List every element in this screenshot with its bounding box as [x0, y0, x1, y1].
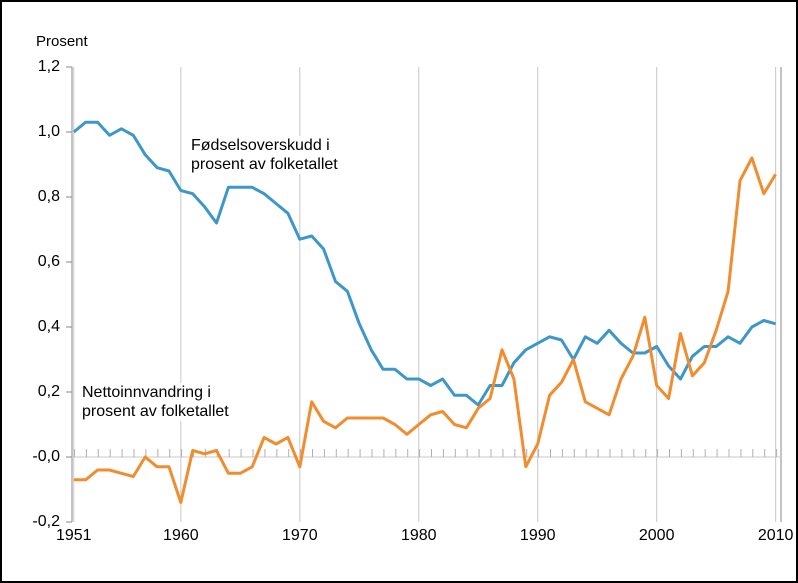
y-tick-label: 1,0: [38, 123, 60, 140]
x-tick-label: 2000: [639, 527, 675, 544]
x-tick-label: 1951: [56, 527, 92, 544]
x-tick-label: 2010: [758, 527, 794, 544]
x-tick-label: 1980: [401, 527, 437, 544]
y-axis-label: Prosent: [36, 33, 89, 50]
x-tick-label: 1970: [282, 527, 318, 544]
series-line: [73, 156, 777, 504]
y-tick-label: 0,6: [38, 253, 60, 270]
series-line: [72, 120, 777, 407]
y-tick-label: 0,2: [38, 383, 60, 400]
y-tick-label: 1,2: [38, 58, 60, 75]
y-tick-label: 0,8: [38, 188, 60, 205]
y-tick-label: 0,4: [38, 318, 60, 335]
y-tick-label: -0,0: [32, 448, 60, 465]
x-tick-label: 1990: [520, 527, 556, 544]
x-tick-label: 1960: [163, 527, 199, 544]
y-tick-label: -0,2: [32, 513, 60, 530]
series-label: Nettoinnvandring i prosent av folketalle…: [82, 383, 229, 421]
series-label: Fødselsoverskudd i prosent av folketalle…: [191, 136, 338, 174]
